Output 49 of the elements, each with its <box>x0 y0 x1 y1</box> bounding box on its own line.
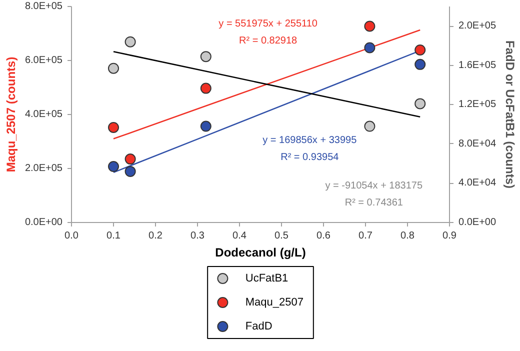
x-tick-label: 0.4 <box>232 230 247 242</box>
y-tick-label: 8.0E+05 <box>24 1 63 12</box>
point <box>108 62 119 74</box>
point <box>108 122 119 133</box>
line-series <box>112 51 421 118</box>
point <box>364 120 376 132</box>
legend-label: Maqu_2507 <box>245 296 304 308</box>
y2-tick-label: 0.0E+00 <box>458 217 496 228</box>
y2-axis-title: FadD or UcFatB1 (counts) <box>503 40 518 189</box>
x-axis-title: Dodecanol (g/L) <box>215 246 306 260</box>
x-tick-label: 0.1 <box>106 230 121 242</box>
point <box>200 120 212 132</box>
point <box>200 51 212 62</box>
annotation: y = 169856x + 33995 <box>262 134 358 146</box>
point <box>124 166 136 177</box>
x-tick-label: 0.5 <box>274 230 289 242</box>
point <box>414 98 426 110</box>
x-tick-label: 0.2 <box>148 230 163 242</box>
point <box>124 154 136 165</box>
x-tick-label: 0.9 <box>442 230 457 242</box>
x-tick-label: 0.8 <box>400 230 415 242</box>
point <box>414 58 426 70</box>
y2-tick-label: 1.6E+05 <box>458 60 496 71</box>
annotation: R² = 0.74361 <box>344 198 404 209</box>
point <box>108 161 119 172</box>
point <box>124 36 136 48</box>
y-tick-label: 2.0E+05 <box>24 163 63 174</box>
point <box>414 44 426 56</box>
x-tick-label: 0.7 <box>358 230 373 242</box>
annotation: R² = 0.82918 <box>239 36 298 47</box>
y-tick-label: 0.0E+00 <box>24 217 63 228</box>
y-tick-label: 4.0E+05 <box>24 109 63 120</box>
y2-tick-label: 2.0E+05 <box>458 20 496 32</box>
point <box>200 82 212 94</box>
legend-label: UcFatB1 <box>245 272 288 284</box>
y-tick-label: 6.0E+05 <box>24 55 63 66</box>
point <box>364 42 376 54</box>
y2-tick-label: 1.2E+05 <box>458 99 496 110</box>
y-axis-title: Maqu_2507 (counts) <box>4 56 18 172</box>
x-tick-label: 0.0 <box>64 230 79 242</box>
legend-label: FadD <box>245 320 272 332</box>
annotation: y = -91054x + 183175 <box>325 180 423 192</box>
x-tick-label: 0.3 <box>190 230 205 242</box>
x-tick-label: 0.6 <box>316 230 331 242</box>
annotation: y = 551975x + 255110 <box>218 18 318 30</box>
y2-tick-label: 8.0E+04 <box>458 138 496 150</box>
annotation: R² = 0.93954 <box>280 152 340 164</box>
point <box>364 20 376 32</box>
y2-tick-label: 4.0E+04 <box>458 178 496 189</box>
